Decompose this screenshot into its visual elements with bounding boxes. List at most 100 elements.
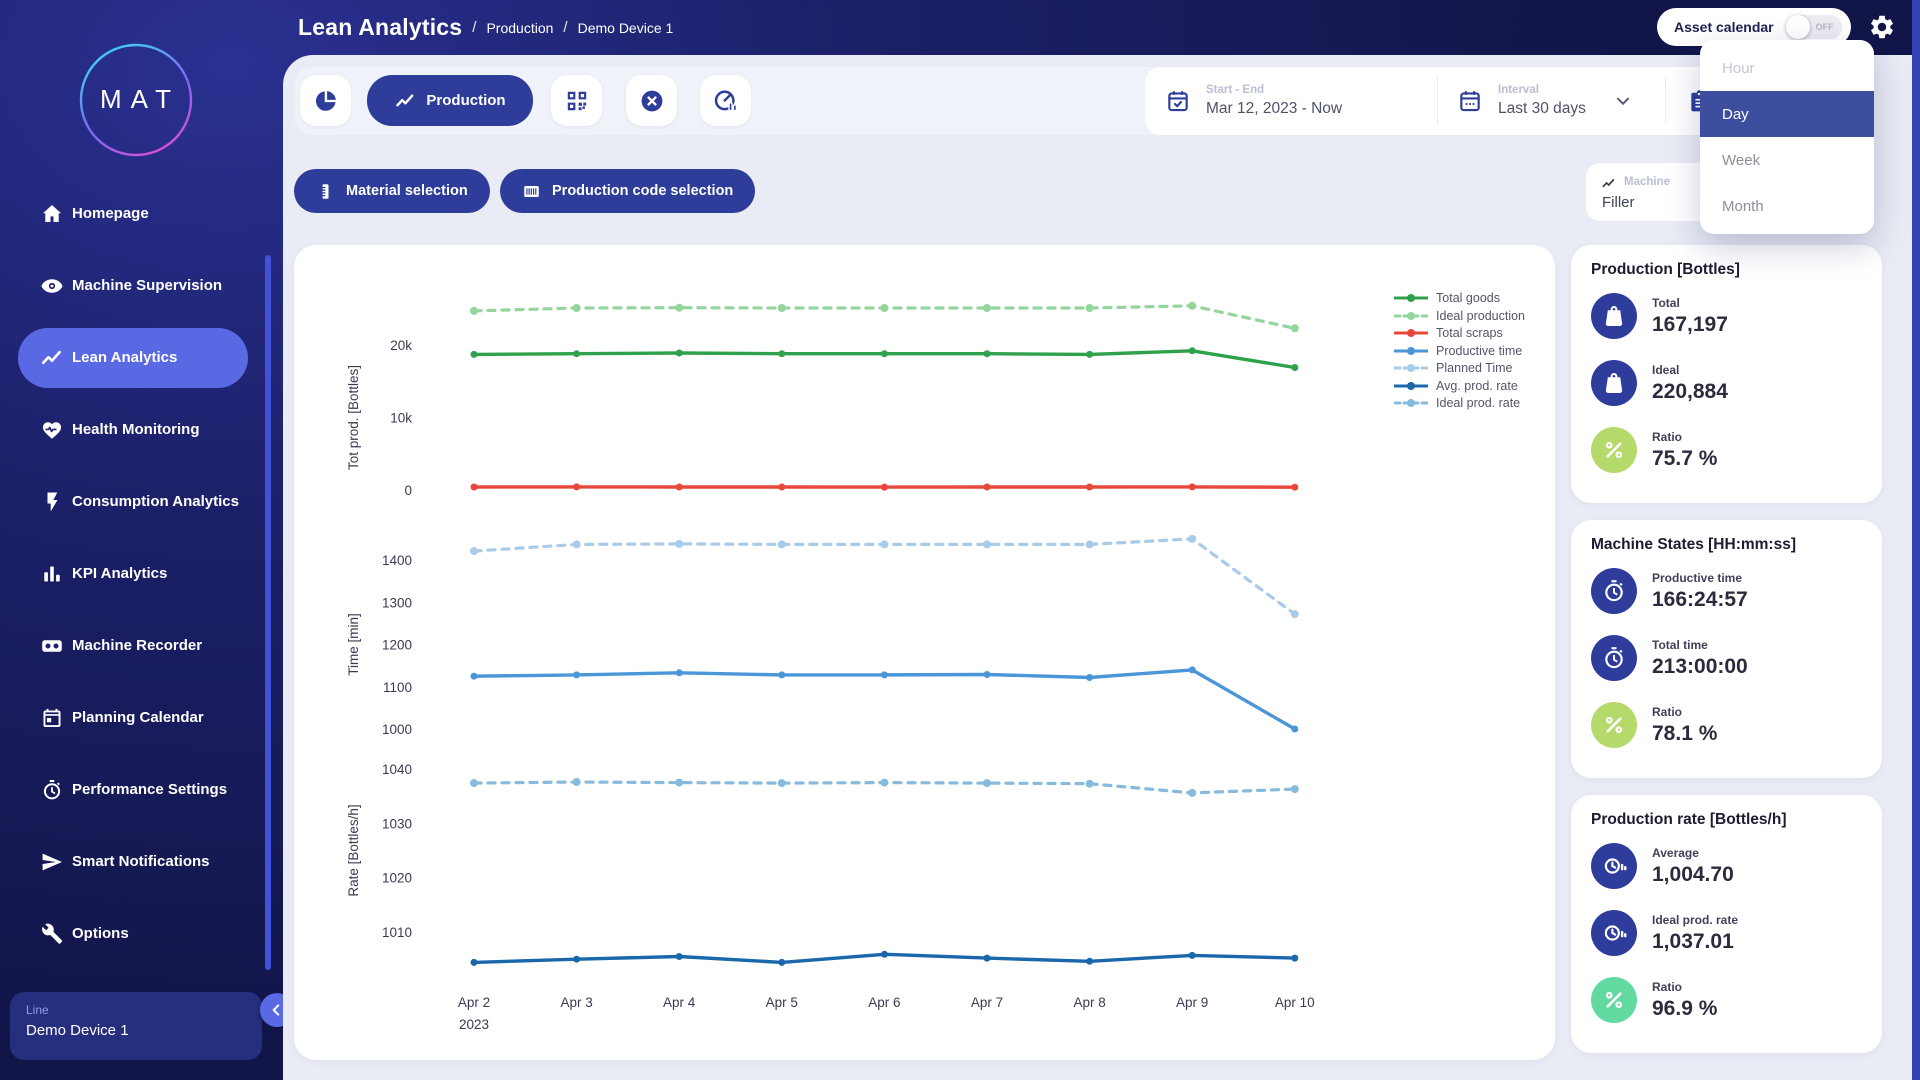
stats-panel-production-bottles: Production [Bottles] Total 167,197 Ideal 220… [1571, 245, 1882, 503]
chart-legend: Total goods Ideal production Total scraps P… [1394, 291, 1525, 411]
svg-text:2023: 2023 [459, 1017, 489, 1032]
bolt-icon [47, 492, 58, 512]
sidebar-item-options[interactable]: Options [0, 898, 266, 970]
stat-row: Total 167,197 [1591, 287, 1862, 345]
sidebar-item-planning-calendar[interactable]: Planning Calendar [0, 682, 266, 754]
stat-value: 78.1 % [1652, 721, 1718, 745]
legend-swatch [1394, 364, 1429, 373]
dropdown-option-hour[interactable]: Hour [1722, 59, 1755, 77]
rate-icon [1604, 858, 1627, 874]
stopwatch-icon [1605, 580, 1623, 602]
svg-text:1400: 1400 [382, 553, 412, 568]
svg-text:10k: 10k [390, 411, 412, 426]
home-icon [40, 202, 64, 226]
calendar-interval-icon [1457, 88, 1483, 114]
gauge-report-button[interactable] [700, 75, 751, 126]
asset-calendar-switch[interactable]: OFF [1785, 15, 1842, 39]
sidebar: MAT Homepage Machine Supervision Lean Anal… [0, 0, 294, 1080]
start-end-field[interactable]: Start - End Mar 12, 2023 - Now [1165, 67, 1342, 135]
close-circle-icon [641, 90, 662, 111]
material-selection-label: Material selection [346, 183, 468, 199]
legend-label: Avg. prod. rate [1436, 378, 1518, 393]
percent-icon [1605, 441, 1623, 459]
sidebar-item-machine-recorder[interactable]: Machine Recorder [0, 610, 266, 682]
stat-row: Ratio 96.9 % [1591, 971, 1862, 1029]
date-range-card: Start - End Mar 12, 2023 - Now Interval … [1145, 67, 1745, 135]
breadcrumb-device[interactable]: Demo Device 1 [577, 19, 674, 36]
breadcrumb-separator: / [563, 19, 568, 36]
sidebar-scrollbar[interactable] [265, 255, 271, 970]
chart-card: 0 10k 20k Tot prod. [Bottles] 1000 1100 1200 13… [294, 245, 1555, 1060]
stat-row: Ratio 75.7 % [1591, 421, 1862, 479]
stat-value: 213:00:00 [1652, 654, 1748, 678]
sidebar-item-homepage[interactable]: Homepage [0, 178, 266, 250]
trend-icon [1601, 176, 1616, 191]
production-chart: 0 10k 20k Tot prod. [Bottles] 1000 1100 1200 13… [346, 301, 1315, 1032]
percent-icon [1605, 716, 1623, 734]
sidebar-item-consumption-analytics[interactable]: Consumption Analytics [0, 466, 266, 538]
dropdown-option-day[interactable]: Day [1700, 91, 1874, 137]
qr-code-button[interactable] [551, 75, 602, 126]
production-tab[interactable]: Production [367, 75, 533, 126]
stat-label: Ideal prod. rate [1652, 912, 1739, 927]
stat-row: Average 1,004.70 [1591, 837, 1862, 895]
sidebar-item-kpi-analytics[interactable]: KPI Analytics [0, 538, 266, 610]
svg-text:Rate [Bottles/h]: Rate [Bottles/h] [346, 804, 361, 896]
sidebar-item-label: Planning Calendar [72, 709, 204, 726]
svg-text:1030: 1030 [382, 816, 412, 831]
line-device-panel[interactable]: Line Demo Device 1 [10, 992, 262, 1060]
legend-item-planned-time[interactable]: Planned Time [1394, 361, 1525, 376]
dropdown-option-week[interactable]: Week [1722, 151, 1761, 169]
legend-item-avg-prod-rate[interactable]: Avg. prod. rate [1394, 379, 1525, 394]
wrench-icon [40, 922, 64, 946]
clear-filters-button[interactable] [626, 75, 677, 126]
stat-value: 220,884 [1652, 379, 1728, 403]
sidebar-item-performance-settings[interactable]: Performance Settings [0, 754, 266, 826]
stat-value: 166:24:57 [1652, 587, 1748, 611]
gauge-bars-icon [714, 90, 737, 111]
sidebar-item-label: Options [72, 925, 129, 942]
rate-icon [1604, 925, 1627, 941]
legend-item-ideal-prod-rate[interactable]: Ideal prod. rate [1394, 396, 1525, 411]
sidebar-item-label: Performance Settings [72, 781, 228, 798]
dropdown-option-month[interactable]: Month [1722, 197, 1764, 215]
stat-label: Average [1652, 845, 1699, 860]
sidebar-item-smart-notifications[interactable]: Smart Notifications [0, 826, 266, 898]
production-code-selection-button[interactable]: Production code selection [500, 169, 756, 213]
pie-chart-button[interactable] [300, 75, 351, 126]
bar-chart-icon [44, 566, 60, 582]
active-pill [18, 328, 248, 388]
interval-value: Last 30 days [1498, 100, 1586, 117]
material-cylinder-icon [322, 183, 329, 199]
stat-row: Productive time 166:24:57 [1591, 562, 1862, 620]
sidebar-item-health-monitoring[interactable]: Health Monitoring [0, 394, 266, 466]
bolt-icon [40, 490, 64, 514]
page-scrollbar[interactable] [1912, 0, 1920, 1080]
weight-icon [1605, 306, 1623, 326]
legend-item-total-scraps[interactable]: Total scraps [1394, 326, 1525, 341]
trend-icon [41, 350, 61, 365]
sidebar-item-label: KPI Analytics [72, 565, 168, 582]
recorder-icon [40, 634, 64, 658]
legend-swatch [1394, 311, 1429, 320]
legend-item-ideal-production[interactable]: Ideal production [1394, 309, 1525, 324]
stat-row: Ratio 78.1 % [1591, 696, 1862, 754]
breadcrumb-production[interactable]: Production [486, 19, 554, 36]
chevron-down-icon[interactable] [1612, 90, 1634, 112]
stats-panel-title: Machine States [HH:mm:ss] [1591, 536, 1796, 553]
calendar-icon [43, 708, 61, 727]
calendar-icon [40, 706, 64, 730]
material-selection-button[interactable]: Material selection [294, 169, 490, 213]
svg-text:1000: 1000 [382, 722, 412, 737]
legend-item-total-goods[interactable]: Total goods [1394, 291, 1525, 306]
legend-swatch [1394, 399, 1429, 408]
sidebar-item-lean-analytics[interactable]: Lean Analytics [0, 322, 266, 394]
toggle-state-label: OFF [1815, 22, 1834, 32]
interval-field[interactable]: Interval Last 30 days [1457, 67, 1634, 135]
sidebar-item-machine-supervision[interactable]: Machine Supervision [0, 250, 266, 322]
stats-panel-production-rate-bottles-h: Production rate [Bottles/h] Average 1,004.… [1571, 795, 1882, 1053]
legend-item-productive-time[interactable]: Productive time [1394, 344, 1525, 359]
send-icon [40, 850, 64, 874]
stat-label: Ratio [1652, 704, 1682, 719]
settings-gear-icon[interactable] [1868, 13, 1896, 41]
